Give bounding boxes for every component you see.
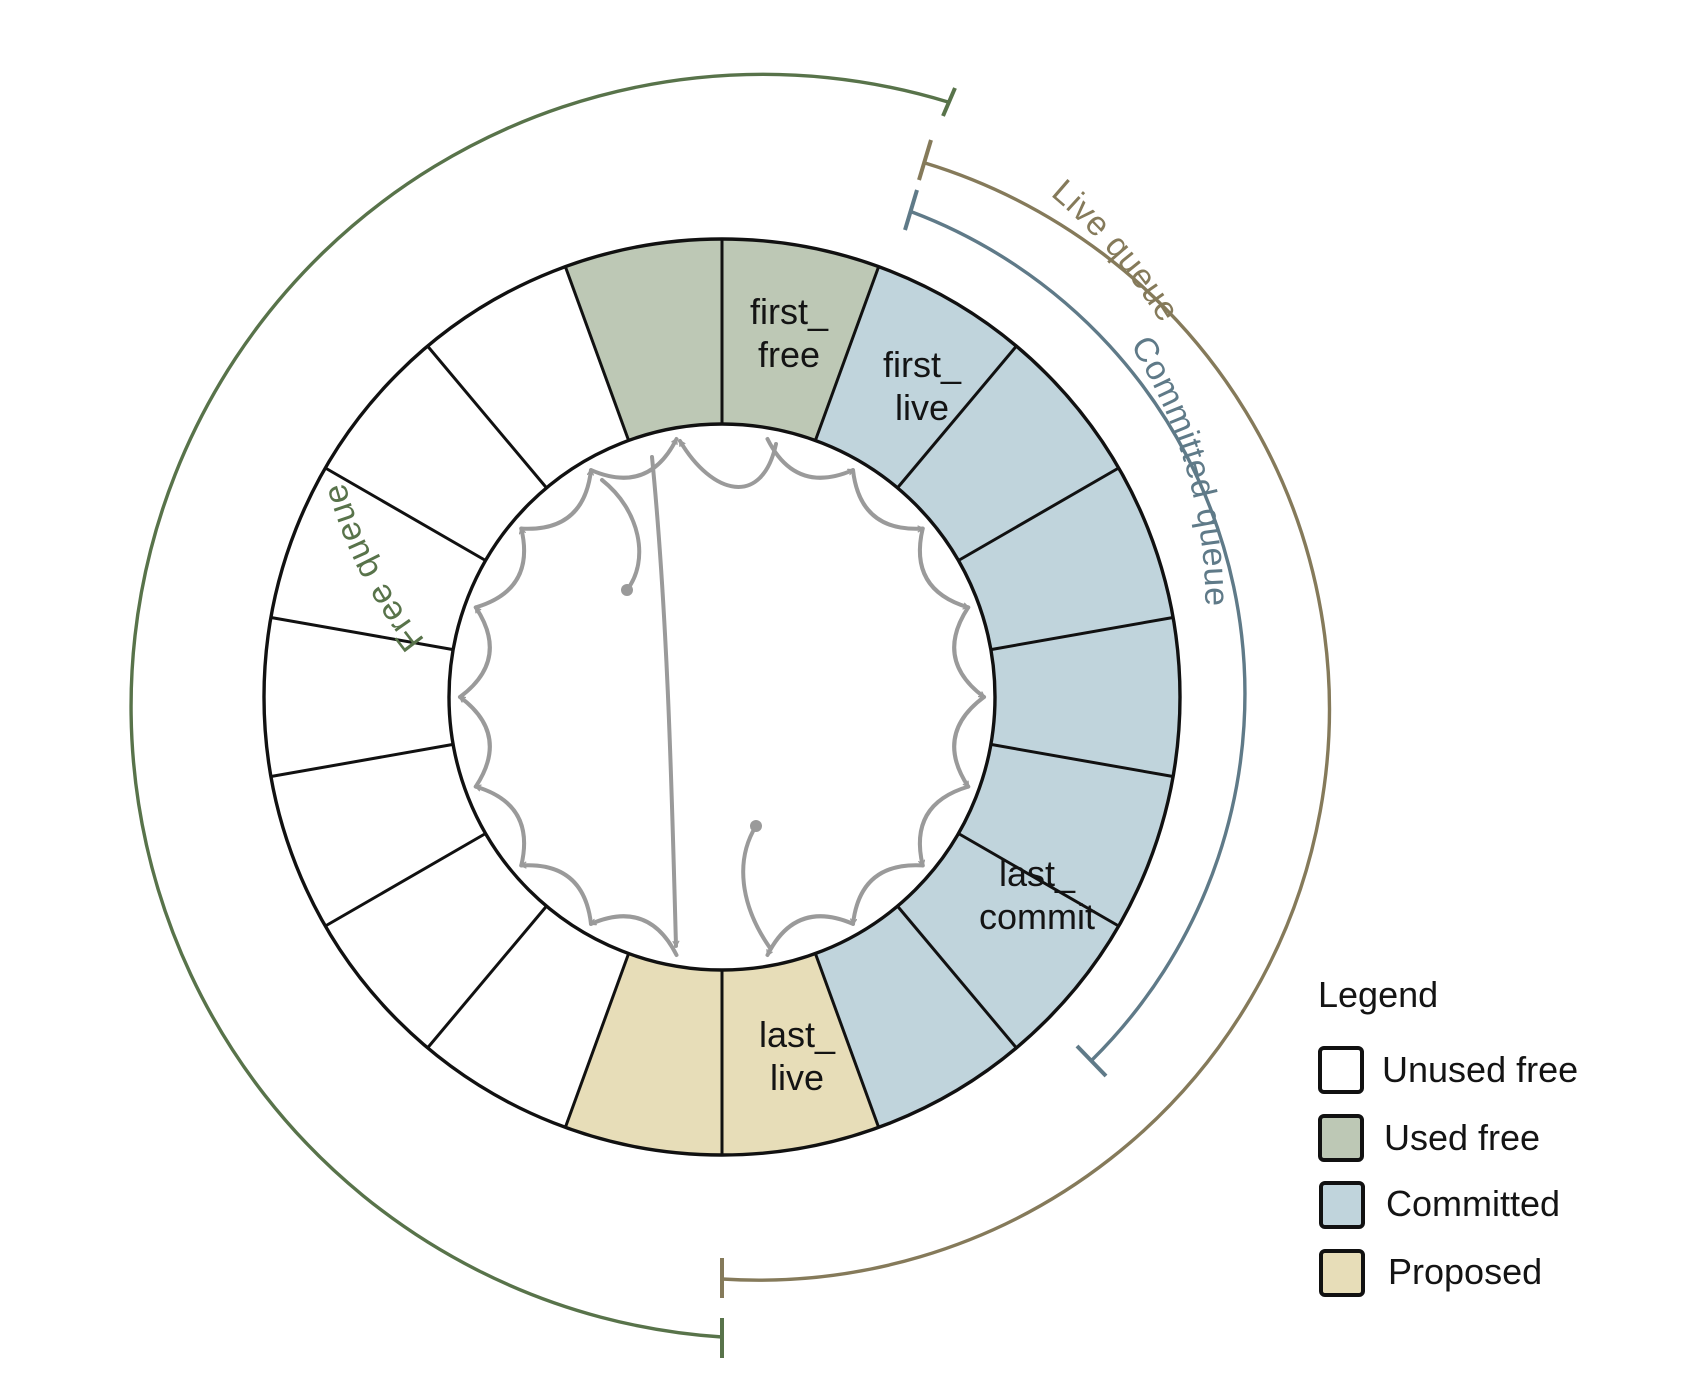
legend: Legend Unused free Used free Committed P…	[1318, 974, 1578, 1297]
legend-swatch-unused-free	[1318, 1046, 1364, 1094]
cell-label-first-free-line1: first_	[750, 291, 829, 332]
ring-outer-edge	[262, 237, 1182, 1157]
ring-slot-used-free	[565, 239, 722, 441]
cell-label-last-live-line1: last_	[759, 1014, 836, 1055]
slot-link-arrow-chord	[650, 455, 676, 948]
ring-slot-proposed	[722, 953, 879, 1155]
ring-slot-unused-free	[270, 468, 486, 650]
legend-swatch-proposed	[1319, 1249, 1365, 1297]
ring-slot-proposed	[565, 953, 722, 1155]
committed-queue-start-cap	[903, 189, 919, 231]
slot-link-arrow-left	[600, 478, 642, 592]
ring-spoke	[563, 953, 631, 1128]
ring-spoke	[270, 742, 454, 779]
ring-slot-committed	[815, 906, 1017, 1128]
ring-spoke	[324, 466, 487, 562]
ring-slot-unused-free	[427, 906, 629, 1128]
legend-label-committed: Committed	[1386, 1183, 1560, 1224]
slot-link-arrows	[458, 436, 986, 958]
ring-spoke	[426, 345, 548, 489]
slot-link-arrow	[473, 787, 527, 868]
ring-inner-edge	[447, 422, 997, 972]
slot-link-arrow	[917, 526, 971, 608]
ring-slot-unused-free	[270, 744, 486, 926]
link-origin-dot	[621, 584, 633, 596]
ring-slot-unused-free	[427, 266, 629, 488]
ring-spoke	[813, 953, 881, 1128]
committed-queue-end-cap	[1075, 1044, 1108, 1078]
ring-slot-committed	[897, 346, 1119, 561]
free-queue-start-cap	[941, 87, 957, 117]
ring-spoke	[990, 742, 1174, 779]
ring-slot-used-free	[722, 239, 879, 441]
legend-label-used-free: Used free	[1384, 1117, 1540, 1158]
ring-slot-committed	[958, 468, 1174, 650]
ring-spokes	[270, 239, 1174, 1155]
ring-slot-unused-free	[325, 346, 547, 561]
free-queue-arc	[129, 72, 949, 1339]
cell-label-last-commit-line2: commit	[979, 896, 1095, 937]
slot-link-arrow	[519, 468, 591, 531]
ring-segments	[263, 239, 1180, 1155]
link-origin-dot	[750, 820, 762, 832]
slot-link-arrow	[519, 865, 593, 926]
ring-spoke	[957, 832, 1120, 928]
slot-link-arrow	[765, 914, 855, 958]
ring-slot-committed	[958, 744, 1174, 926]
legend-label-proposed: Proposed	[1388, 1251, 1542, 1292]
slot-link-arrow	[952, 695, 986, 789]
slot-link-arrow	[458, 605, 492, 699]
ring-spoke	[563, 266, 631, 441]
legend-swatch-committed	[1319, 1181, 1365, 1229]
slot-link-arrow	[589, 914, 679, 958]
ring-slot-committed	[897, 833, 1119, 1048]
legend-label-unused-free: Unused free	[1382, 1049, 1578, 1090]
cell-label-last-live: last_ live	[759, 1014, 836, 1098]
ring-spoke	[990, 615, 1174, 652]
ring-spoke	[957, 466, 1120, 562]
cell-label-last-commit-line1: last_	[999, 853, 1076, 894]
legend-swatch-used-free	[1318, 1114, 1364, 1162]
live-queue-start-cap	[917, 139, 933, 181]
legend-title: Legend	[1318, 974, 1438, 1015]
ring-spoke	[896, 905, 1018, 1049]
committed-queue-arc	[911, 210, 1247, 1062]
slot-link-arrow	[473, 526, 527, 610]
ring-spoke	[813, 266, 881, 441]
cell-label-last-commit: last_ commit	[979, 853, 1095, 937]
ring-slot-committed	[815, 266, 1017, 488]
ring-spoke	[324, 832, 487, 928]
cell-label-first-free-line2: free	[758, 334, 820, 375]
slot-link-arrow-last-live	[741, 824, 772, 950]
ring-spoke	[896, 345, 1018, 489]
cell-label-first-live: first_ live	[883, 344, 962, 428]
ring-slot-committed	[990, 617, 1180, 777]
cell-label-first-live-line1: first_	[883, 344, 962, 385]
live-queue-arc	[721, 161, 1332, 1282]
slot-link-arrow	[917, 784, 971, 868]
ring-spoke	[270, 615, 454, 652]
slot-link-arrow	[853, 863, 925, 926]
ring-slot-unused-free	[263, 617, 454, 777]
slot-link-arrow-first-free	[678, 439, 778, 489]
slot-link-arrow	[952, 605, 986, 699]
slot-link-arrow	[589, 436, 679, 480]
cell-label-last-live-line2: live	[770, 1057, 824, 1098]
ring-spoke	[426, 905, 548, 1049]
slot-link-arrow	[458, 695, 492, 789]
ring-slot-unused-free	[325, 833, 547, 1048]
cell-label-first-free: first_ free	[750, 291, 829, 375]
cell-label-first-live-line2: live	[895, 387, 949, 428]
slot-link-arrow	[851, 468, 925, 529]
